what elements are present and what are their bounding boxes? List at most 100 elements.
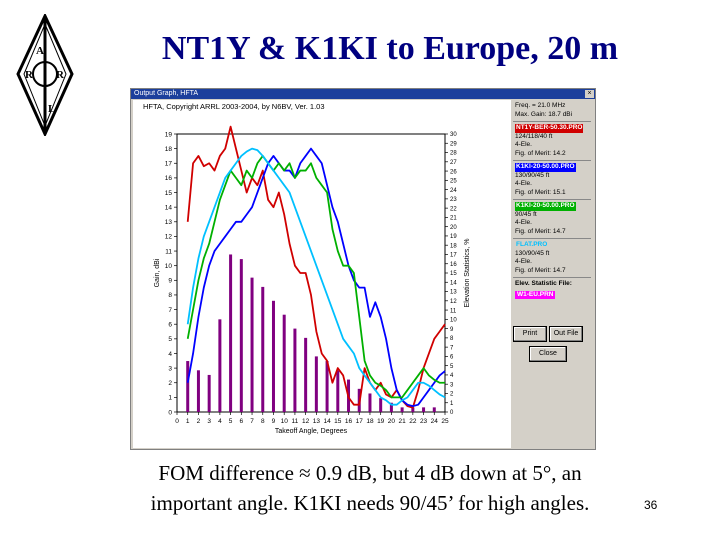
- logo-letter-l: L: [48, 103, 55, 115]
- window-title: Output Graph, HFTA: [134, 90, 199, 97]
- legend-entry-file: FLAT.PRO: [516, 241, 548, 248]
- y2-tick-label: 5: [450, 364, 454, 370]
- y2-tick-label: 24: [450, 188, 457, 194]
- legend-entry-line3: 4-Ele.: [515, 219, 532, 226]
- y2-tick-label: 17: [450, 253, 457, 259]
- stat-bar: [400, 407, 404, 412]
- x-tick-label: 6: [240, 418, 244, 425]
- window-close-icon[interactable]: ×: [585, 90, 594, 98]
- y2-tick-label: 13: [450, 290, 457, 296]
- stat-bar: [314, 356, 318, 412]
- stat-bar: [293, 328, 297, 412]
- y2-tick-label: 27: [450, 160, 457, 166]
- y-tick-label: 9: [168, 278, 172, 285]
- arrl-logo-icon: A R R L: [16, 14, 74, 136]
- x-tick-label: 5: [229, 418, 233, 425]
- y2-tick-label: 23: [450, 197, 457, 203]
- y-tick-label: 12: [165, 234, 173, 241]
- out-file-button[interactable]: Out File: [549, 326, 583, 342]
- y2-tick-label: 29: [450, 141, 457, 147]
- legend-max-gain: Max. Gain: 18.7 dBi: [515, 110, 573, 118]
- elevation-chart: 0 1 2 3 4 5 6 7 8 9 10 11 12 13 14 15 16 17 18 19 20 21 22 23 24…: [154, 125, 471, 435]
- x-tick-label: 3: [207, 418, 211, 425]
- stat-bar: [411, 407, 415, 412]
- stat-bar: [282, 314, 286, 412]
- slide-title: NT1Y & K1KI to Europe, 20 m: [161, 30, 619, 67]
- y2-tick-label: 4: [450, 373, 454, 379]
- legend-entry: NT1Y-BER-50.30.PRO 124/118/40 ft 4-Ele. Fig…: [515, 124, 593, 158]
- stat-bar: [250, 277, 254, 412]
- legend-entry-file: NT1Y-BER-50.30.PRO: [515, 124, 584, 133]
- x-tick-label: 14: [323, 418, 331, 425]
- logo-letter-r1: R: [25, 69, 34, 81]
- legend-entry-line3: 4-Ele.: [515, 180, 532, 187]
- copyright-header: HFTA, Copyright ARRL 2003-2004, by N6BV,…: [143, 102, 325, 111]
- close-button[interactable]: Close: [529, 346, 567, 362]
- x-tick-label: 23: [420, 418, 428, 425]
- y-tick-label: 18: [165, 146, 173, 153]
- y-tick-label: 5: [168, 336, 172, 343]
- y-tick-label: 15: [165, 190, 173, 197]
- stat-bar: [368, 393, 372, 412]
- window-titlebar[interactable]: Output Graph, HFTA ×: [131, 89, 595, 99]
- y2-tick-label: 26: [450, 169, 457, 175]
- x-tick-label: 18: [366, 418, 374, 425]
- y-tick-label: 11: [165, 248, 172, 255]
- y-tick-label: 8: [168, 292, 172, 299]
- y-axis-label: Gain, dBi: [154, 258, 161, 287]
- y2-tick-label: 7: [450, 345, 454, 351]
- stat-bar: [261, 286, 265, 412]
- stat-bar: [229, 254, 233, 412]
- slide-number: 36: [644, 498, 658, 512]
- legend-entry-line3: 4-Ele.: [515, 258, 532, 265]
- legend-entry: FLAT.PRO 130/90/45 ft 4-Ele. Fig. of Merit:…: [515, 241, 593, 275]
- x-tick-label: 16: [345, 418, 353, 425]
- x-tick-label: 8: [261, 418, 265, 425]
- x-tick-label: 7: [250, 418, 254, 425]
- y2-tick-label: 1: [450, 401, 454, 407]
- x-tick-label: 19: [377, 418, 385, 425]
- y-tick-label: 19: [165, 131, 173, 138]
- y-tick-label: 14: [165, 204, 173, 211]
- stat-bar: [389, 402, 393, 412]
- y-tick-label: 7: [168, 307, 172, 314]
- legend-entry-merit: Fig. of Merit: 14.7: [515, 266, 566, 274]
- caption-line-1: FOM difference ≈ 0.9 dB, but 4 dB down a…: [158, 461, 582, 485]
- y2-tick-label: 3: [450, 382, 454, 388]
- x-tick-label: 12: [302, 418, 310, 425]
- x-tick-label: 2: [197, 418, 201, 425]
- y-tick-label: 4: [168, 351, 172, 358]
- legend-entry: K1KI-20-50.00.PRO 90/45 ft 4-Ele. Fig. of M…: [515, 202, 593, 236]
- y2-tick-label: 8: [450, 336, 454, 342]
- legend-entry-merit: Fig. of Merit: 14.7: [515, 227, 566, 235]
- y2-tick-label: 16: [450, 262, 457, 268]
- stat-bar: [186, 361, 190, 412]
- y2-tick-label: 14: [450, 280, 457, 286]
- y2-tick-label: 6: [450, 355, 454, 361]
- legend-entry-file: K1KI-20-50.00.PRO: [515, 163, 576, 172]
- stat-bar: [239, 259, 243, 412]
- y-tick-label: 17: [165, 161, 173, 168]
- legend-entry-line2: 130/90/45 ft: [515, 249, 550, 257]
- stat-bar: [207, 374, 211, 412]
- y2-tick-label: 0: [450, 410, 454, 416]
- print-button[interactable]: Print: [513, 326, 547, 342]
- logo-letter-a: A: [36, 45, 44, 57]
- y-tick-label: 6: [168, 322, 172, 329]
- y-tick-label: 16: [165, 175, 173, 182]
- y2-tick-label: 11: [450, 308, 457, 314]
- logo-letter-r2: R: [56, 69, 65, 81]
- y-tick-label: 13: [165, 219, 173, 226]
- x-axis-label: Takeoff Angle, Degrees: [275, 428, 348, 435]
- legend-panel: Freq. = 21.0 MHz Max. Gain: 18.7 dBi NT1…: [511, 100, 593, 448]
- stat-bar: [196, 370, 200, 412]
- stat-bar: [379, 398, 383, 412]
- y2-tick-label: 18: [450, 243, 457, 249]
- y2-tick-label: 15: [450, 271, 457, 277]
- x-tick-label: 15: [334, 418, 342, 425]
- stat-bar: [336, 370, 340, 412]
- stat-file-label: Elev. Statistic File:: [515, 280, 572, 287]
- x-tick-label: 21: [399, 418, 407, 425]
- x-tick-label: 25: [441, 418, 449, 425]
- y2-tick-label: 28: [450, 151, 457, 157]
